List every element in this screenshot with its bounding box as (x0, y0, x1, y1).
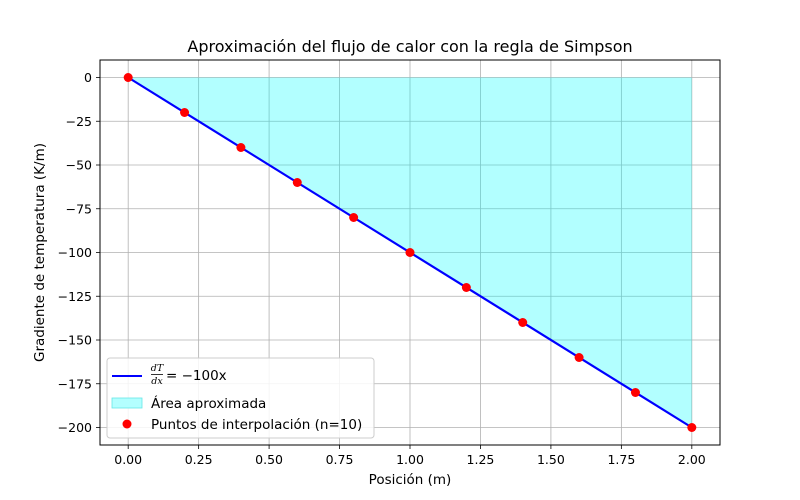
legend-line-label-rhs: = −100x (166, 368, 227, 384)
y-tick-label: −50 (66, 158, 92, 173)
x-tick-label: 0.00 (114, 452, 142, 467)
y-tick-label: 0 (84, 70, 92, 85)
legend-line-label-denominator: dx (151, 376, 163, 387)
y-tick-label: −125 (58, 289, 92, 304)
legend-line-label: dT dx = −100x (151, 363, 227, 387)
y-tick-label: −175 (58, 376, 92, 391)
interpolation-point (292, 178, 302, 187)
interpolation-point (180, 108, 190, 117)
x-tick-label: 0.50 (255, 452, 283, 467)
x-tick-label: 0.25 (185, 452, 213, 467)
legend: dT dx = −100x Área aproximada Puntos de … (106, 357, 375, 439)
y-tick-label: −150 (58, 333, 92, 348)
x-tick-label: 1.25 (467, 452, 495, 467)
chart-title: Aproximación del flujo de calor con la r… (187, 37, 632, 56)
y-axis-label: Gradiente de temperatura (K/m) (32, 143, 48, 362)
x-axis: 0.00 0.25 0.50 0.75 1.00 1.25 1.50 1.75 2.00 (114, 445, 706, 467)
legend-box (106, 357, 375, 439)
legend-line-label-numerator: dT (151, 363, 164, 374)
interpolation-point (461, 283, 471, 292)
x-tick-label: 1.75 (607, 452, 635, 467)
legend-area-label: Área aproximada (151, 395, 266, 412)
interpolation-point (687, 423, 697, 432)
interpolation-point (123, 73, 133, 82)
x-tick-label: 1.00 (396, 452, 424, 467)
interpolation-point (518, 318, 528, 327)
y-tick-label: −75 (66, 201, 92, 216)
legend-points-swatch (122, 419, 132, 429)
y-tick-label: −100 (58, 245, 92, 260)
x-tick-label: 2.00 (678, 452, 706, 467)
interpolation-point (405, 248, 415, 257)
interpolation-point (349, 213, 359, 222)
interpolation-point (630, 388, 640, 397)
legend-area-swatch (111, 397, 143, 409)
points-layer (123, 73, 697, 432)
interpolation-point (236, 143, 246, 152)
interpolation-point (574, 353, 584, 362)
x-tick-label: 1.50 (537, 452, 565, 467)
y-tick-label: −200 (58, 420, 92, 435)
y-tick-label: −25 (66, 114, 92, 129)
x-tick-label: 0.75 (326, 452, 354, 467)
legend-points-label: Puntos de interpolación (n=10) (151, 417, 362, 433)
x-axis-label: Posición (m) (369, 472, 452, 488)
y-axis: 0 −25 −50 −75 −100 −125 −150 −175 −200 (58, 70, 100, 435)
